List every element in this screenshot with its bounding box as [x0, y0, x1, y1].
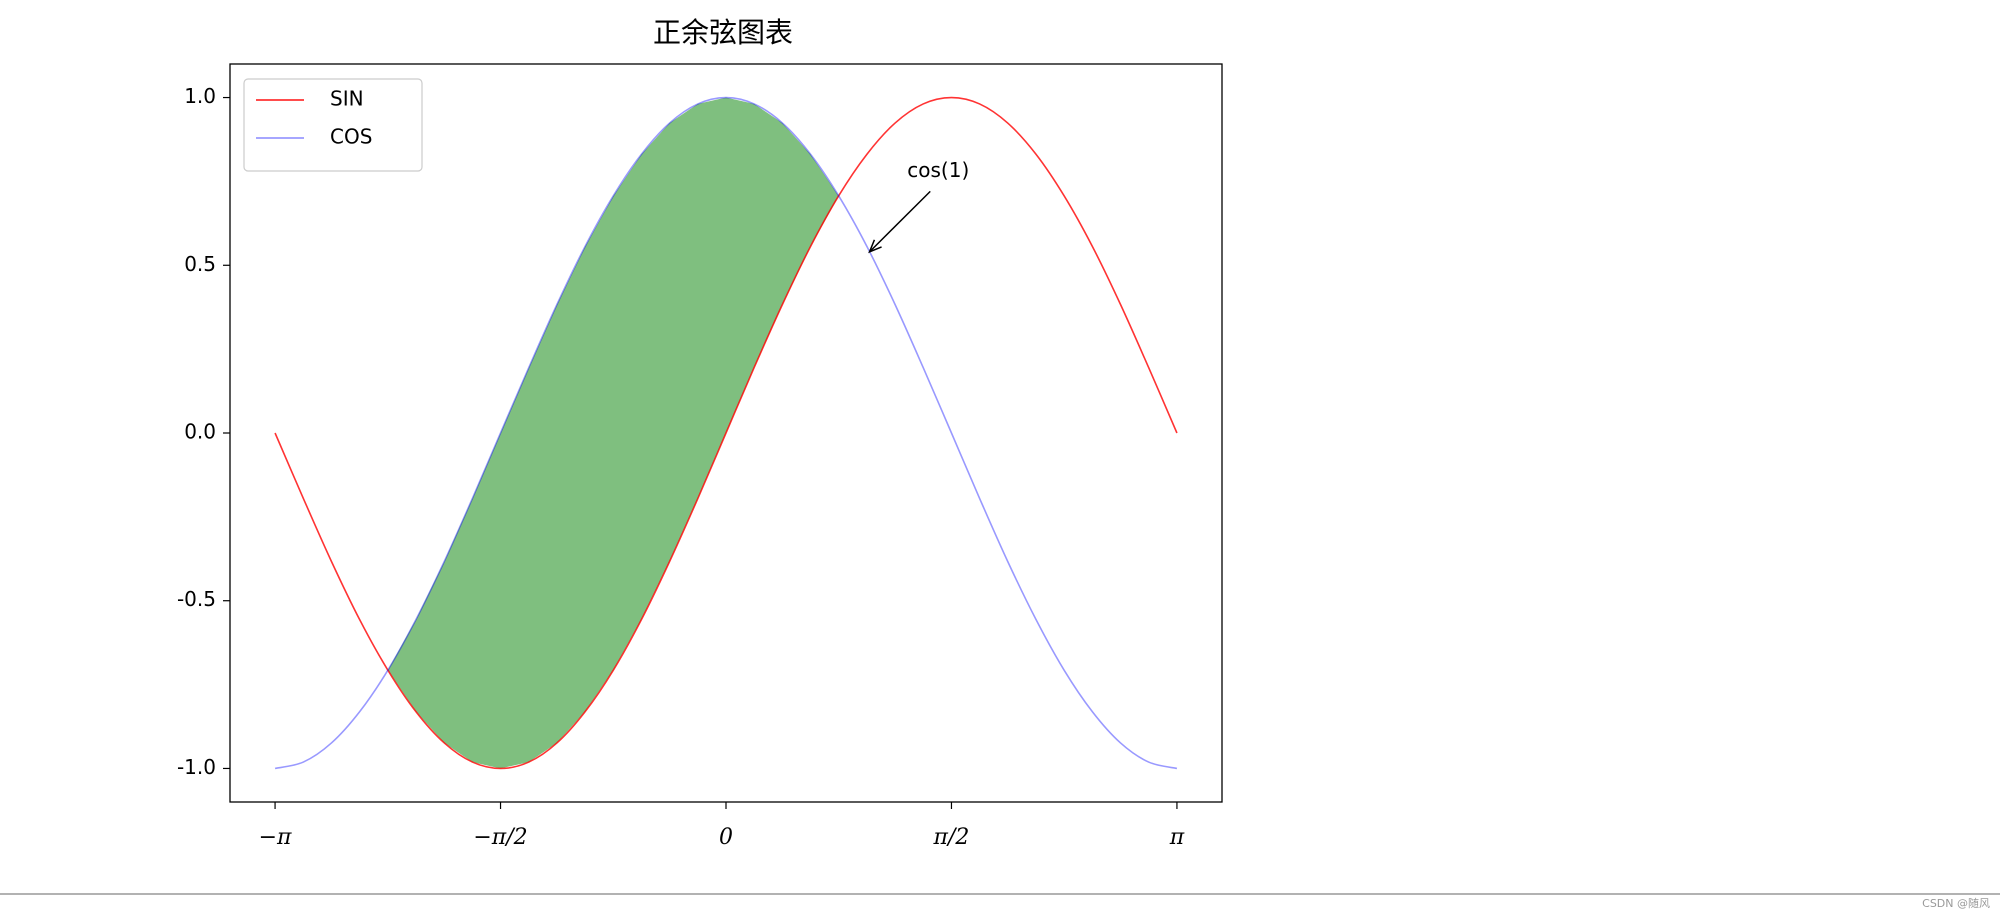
- annotation-text: cos(1): [907, 158, 969, 182]
- y-tick-label: -1.0: [177, 755, 216, 779]
- x-tick-label: −π: [259, 825, 292, 850]
- x-tick-label: 0: [719, 825, 733, 850]
- y-tick-label: 0.0: [184, 420, 216, 444]
- arrow-head: [868, 239, 882, 254]
- x-tick-label: π: [1169, 825, 1185, 850]
- y-tick-label: -0.5: [177, 587, 216, 611]
- y-tick-label: 0.5: [184, 252, 216, 276]
- watermark: CSDN @随风: [1922, 896, 1990, 910]
- legend-label: COS: [330, 125, 372, 149]
- legend-label: SIN: [330, 87, 364, 111]
- chart-title: 正余弦图表: [653, 16, 793, 49]
- y-tick-label: 1.0: [184, 84, 216, 108]
- x-tick-label: −π/2: [473, 825, 527, 850]
- line-series: [274, 96, 1178, 770]
- line-series: [274, 96, 1178, 770]
- legend-box: [243, 78, 423, 172]
- fill-area: [387, 97, 839, 769]
- annotation-arrow: [868, 190, 931, 253]
- x-tick-label: π/2: [933, 825, 970, 850]
